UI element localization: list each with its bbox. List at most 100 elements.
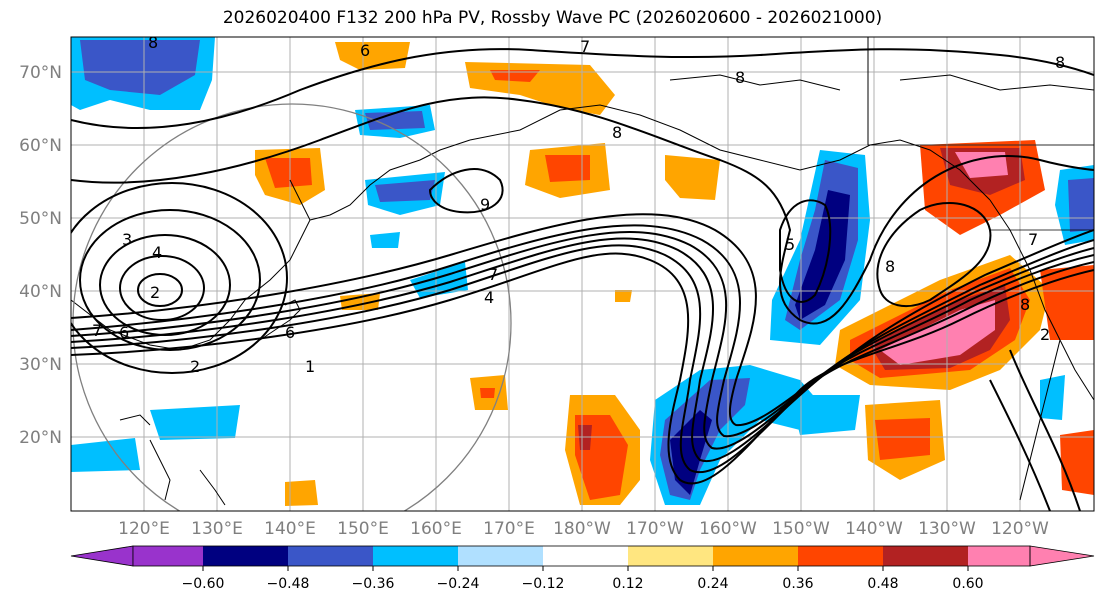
map-title: 2026020400 F132 200 hPa PV, Rossby Wave …: [222, 8, 883, 28]
pv-contour-line: [71, 237, 1094, 463]
colorbar-extend-left: [70, 545, 134, 567]
pv-contour-line: [876, 201, 992, 308]
positive-anomaly-area: [335, 42, 410, 70]
colorbar-tick-label: −0.36: [352, 576, 395, 592]
negative-anomaly-area: [365, 111, 425, 130]
colorbar-segment: [458, 546, 543, 566]
contour-label: 8: [148, 33, 158, 52]
longitude-label: 150°E: [337, 519, 389, 539]
contour-label: 2: [1040, 325, 1050, 344]
colorbar-tick-label: 0.12: [612, 576, 643, 592]
colorbar-segment: [543, 546, 628, 566]
contour-labels: 8 6 7 8 8 8 8 9 5 8 3 4 2 6 7 6 7 4 2 1 …: [92, 33, 1065, 376]
pv-contour-line: [71, 182, 288, 374]
pv-contour-line: [99, 234, 231, 336]
positive-anomaly-area: [1060, 430, 1094, 495]
contour-label: 6: [360, 41, 370, 60]
colorbar-segment: [713, 546, 798, 566]
pv-contour-line: [119, 255, 205, 321]
pv-contours: [71, 48, 1094, 511]
country-border: [669, 74, 841, 91]
highlight-circle: [72, 103, 512, 511]
colorbar-tick-label: 0.36: [782, 576, 813, 592]
colorbar-segment: [968, 546, 1030, 566]
colorbar-segment: [798, 546, 883, 566]
colorbar-segment: [203, 546, 288, 566]
pv-contour-line: [71, 96, 1094, 325]
contour-label: 4: [484, 288, 494, 307]
coastline: [199, 469, 226, 506]
contour-label: 7: [488, 265, 498, 284]
colorbar-tick-label: 0.60: [952, 576, 983, 592]
positive-anomaly-area: [665, 155, 720, 200]
positive-anomaly-area: [1040, 265, 1094, 340]
positive-anomaly-area: [265, 158, 312, 188]
colorbar-frame: [132, 545, 1031, 567]
contour-label: 4: [152, 243, 162, 262]
pv-contour-line: [137, 273, 183, 307]
pv-contour-line: [779, 199, 832, 303]
contour-label: 7: [580, 37, 590, 56]
contour-label: 1: [305, 357, 315, 376]
colorbar-tick-label: 0.24: [697, 576, 728, 592]
pv-contour-line: [71, 213, 1094, 427]
longitude-label: 120°E: [118, 519, 170, 539]
coastlines: [71, 37, 1094, 506]
longitude-label: 120°W: [991, 519, 1049, 539]
pv-contour-line: [71, 48, 1094, 129]
colorbar-segment: [373, 546, 458, 566]
positive-anomaly-area: [480, 388, 495, 398]
positive-anomaly-area: [955, 152, 1008, 178]
coastline: [469, 104, 991, 201]
negative-anomaly-area: [370, 232, 400, 248]
latitude-label: 50°N: [19, 209, 62, 229]
colorbar-tick-label: −0.60: [182, 576, 225, 592]
negative-anomaly-area: [80, 40, 200, 95]
negative-anomaly-area: [375, 180, 435, 202]
negative-anomaly-area: [71, 438, 140, 472]
positive-anomaly-area: [545, 155, 590, 182]
pv-contour-line: [71, 252, 1094, 485]
contour-label: 7: [1028, 230, 1038, 249]
contour-label: 2: [150, 283, 160, 302]
coastline: [259, 299, 301, 341]
longitude-label: 140°W: [845, 519, 903, 539]
negative-anomaly-area: [670, 410, 712, 495]
negative-anomaly-area: [790, 395, 860, 435]
longitude-label: 150°W: [772, 519, 830, 539]
negative-anomaly-area: [150, 405, 240, 440]
pv-contour-line: [428, 168, 504, 214]
contour-label: 8: [612, 123, 622, 142]
longitude-label: 170°W: [626, 519, 684, 539]
contour-label: 5: [785, 235, 795, 254]
negative-anomaly-area: [1040, 375, 1065, 420]
contour-label: 6: [285, 323, 295, 342]
colorbar-segment: [133, 546, 203, 566]
contour-label: 7: [92, 321, 102, 340]
latitude-label: 30°N: [19, 355, 62, 375]
longitude-label: 160°W: [699, 519, 757, 539]
positive-anomaly-area: [490, 70, 540, 82]
pv-contour-line: [71, 244, 1094, 474]
contour-label: 8: [735, 68, 745, 87]
colorbar-tick-label: −0.48: [267, 576, 310, 592]
country-border: [899, 74, 1094, 91]
longitude-label: 130°W: [918, 519, 976, 539]
longitude-label: 170°E: [483, 519, 535, 539]
longitude-axis: 120°E 130°E 140°E 150°E 160°E 170°E 180°…: [118, 519, 1049, 539]
coastline: [119, 414, 151, 426]
coastline: [1019, 339, 1061, 501]
colorbar: −0.60 −0.48 −0.36 −0.24 −0.12 0.12 0.24 …: [70, 545, 1095, 592]
latitude-label: 60°N: [19, 136, 62, 156]
contour-label: 2: [190, 357, 200, 376]
contour-label: 3: [122, 230, 132, 249]
colorbar-ticks: [202, 566, 969, 571]
longitude-label: 180°W: [553, 519, 611, 539]
latitude-label: 70°N: [19, 63, 62, 83]
longitude-label: 130°E: [191, 519, 243, 539]
coastline: [309, 139, 471, 221]
contour-label: 6: [119, 323, 129, 342]
colorbar-tick-label: −0.24: [437, 576, 480, 592]
colorbar-tick-label: 0.48: [867, 576, 898, 592]
